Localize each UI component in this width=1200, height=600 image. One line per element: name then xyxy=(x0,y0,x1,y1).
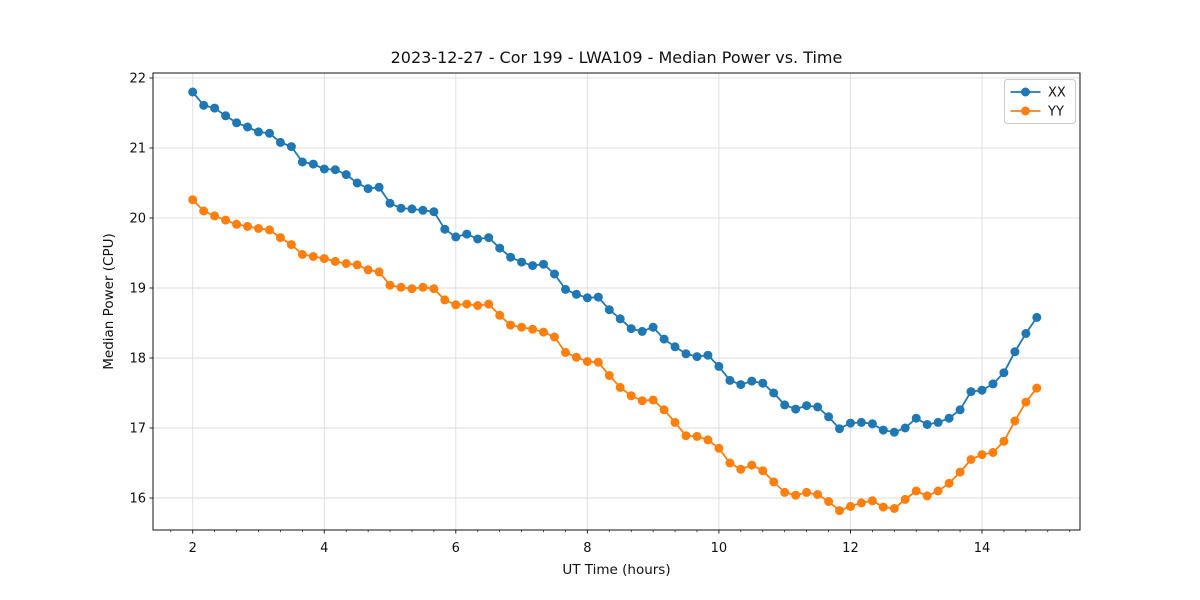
legend-sample-marker-xx xyxy=(1021,87,1030,97)
data-series xyxy=(188,87,1042,516)
y-axis-label: Median Power (CPU) xyxy=(101,233,117,369)
series-markers-yy xyxy=(188,195,1042,516)
y-tick-label: 18 xyxy=(129,351,146,366)
x-tick-label: 12 xyxy=(842,541,859,556)
x-tick-label: 14 xyxy=(974,541,991,556)
x-tick-label: 2 xyxy=(189,541,197,556)
legend: XX YY xyxy=(1004,79,1076,124)
x-tick-label: 6 xyxy=(452,541,460,556)
y-tick-label: 21 xyxy=(129,141,146,156)
chart-title: 2023-12-27 - Cor 199 - LWA109 - Median P… xyxy=(391,48,843,67)
legend-label-yy: YY xyxy=(1047,105,1064,120)
y-tick-label: 17 xyxy=(129,422,146,437)
y-tick-label: 22 xyxy=(129,71,146,86)
series-line-yy xyxy=(191,198,1038,512)
legend-label-xx: XX xyxy=(1048,86,1066,101)
y-tick-label: 20 xyxy=(129,211,146,226)
x-tick-label: 10 xyxy=(711,541,728,556)
x-axis-label: UT Time (hours) xyxy=(562,562,670,578)
x-tick-label: 8 xyxy=(583,541,591,556)
gridlines xyxy=(153,73,1080,530)
y-tick-label: 19 xyxy=(129,281,146,296)
x-tick-label: 4 xyxy=(320,541,328,556)
legend-sample-marker-yy xyxy=(1021,106,1030,116)
series-markers-xx xyxy=(188,87,1042,437)
axes: 2 4 6 8 10 12 14 16 17 18 19 20 21 22 xyxy=(129,71,1081,556)
y-tick-label: 16 xyxy=(129,492,146,507)
